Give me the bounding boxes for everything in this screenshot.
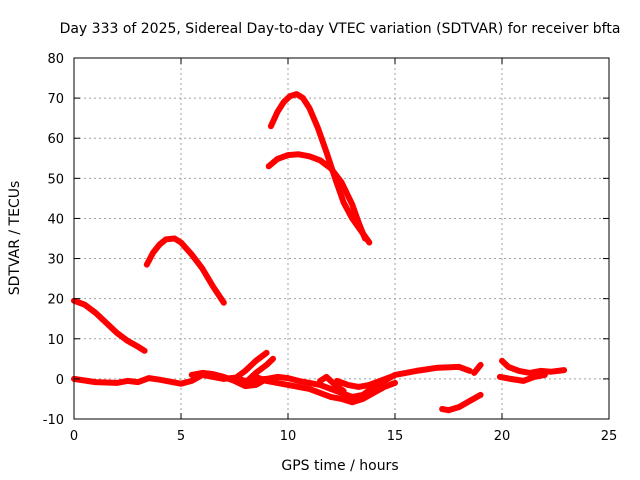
series-layer	[71, 91, 568, 414]
series-arc-7	[252, 373, 398, 406]
tick-layer: 0 5 10 15 20 25 -10 0 10 20 30 40 50 60 70 80	[43, 52, 618, 444]
y-tick-label: 60	[47, 132, 64, 147]
series-arc-12	[439, 391, 484, 414]
y-tick-label: 30	[47, 253, 64, 268]
x-tick-label: 25	[601, 429, 618, 444]
y-tick-label: 20	[47, 293, 64, 308]
series-arc-9	[242, 355, 276, 386]
series-arc-13	[471, 361, 484, 376]
x-tick-label: 10	[280, 429, 297, 444]
series-arc-15	[496, 371, 548, 384]
x-tick-label: 15	[387, 429, 404, 444]
series-arc-5	[71, 371, 270, 387]
y-tick-label: 50	[47, 172, 64, 187]
x-axis-label: GPS time / hours	[281, 458, 398, 474]
y-tick-label: 80	[47, 52, 64, 67]
series-arc-14	[499, 357, 568, 376]
y-tick-label: -10	[43, 413, 64, 428]
series-arc-1	[71, 297, 148, 354]
y-axis-label: SDTVAR / TECUs	[7, 181, 23, 296]
series-arc-4	[265, 151, 368, 242]
series-arc-11	[334, 373, 394, 390]
x-tick-label: 0	[70, 429, 78, 444]
x-tick-label: 20	[494, 429, 511, 444]
series-arc-10	[317, 373, 347, 394]
y-tick-label: 70	[47, 92, 64, 107]
series-arc-8	[231, 349, 270, 382]
y-tick-label: 10	[47, 333, 64, 348]
series-arc-3	[267, 91, 373, 246]
x-tick-label: 5	[177, 429, 185, 444]
series-arc-2	[143, 235, 227, 306]
y-tick-label: 0	[56, 373, 64, 388]
plot-frame	[73, 57, 610, 420]
grid-layer	[74, 58, 609, 419]
y-tick-label: 40	[47, 212, 64, 227]
chart-title: Day 333 of 2025, Sidereal Day-to-day VTE…	[60, 21, 621, 37]
